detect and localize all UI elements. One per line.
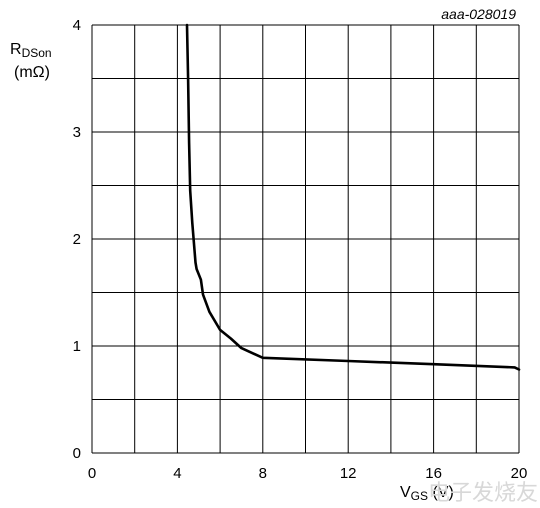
y-axis-label-sub: DSon [22, 46, 52, 60]
x-tick-label: 12 [340, 465, 357, 482]
y-axis-unit: (mΩ) [14, 64, 50, 81]
series [185, 23, 521, 371]
x-tick-label: 0 [88, 465, 96, 482]
y-tick-label: 2 [73, 231, 81, 248]
y-tick-label: 0 [73, 445, 81, 462]
watermark: 电子发烧友 [428, 480, 538, 505]
x-axis-label: VGS (V) [400, 484, 454, 503]
x-tick-label: 8 [259, 465, 267, 482]
series-line [185, 23, 521, 371]
y-tick-label: 3 [73, 124, 81, 141]
x-tick-label: 4 [173, 465, 181, 482]
x-axis-label-main: V [400, 484, 411, 501]
y-tick-label: 1 [73, 338, 81, 355]
grid [91, 24, 520, 454]
x-tick-label: 20 [511, 465, 528, 482]
chart-annotation: aaa-028019 [441, 6, 516, 22]
x-axis-label-sub: GS [411, 489, 428, 503]
y-tick-label: 4 [73, 17, 81, 34]
x-tick-label: 16 [425, 465, 442, 482]
y-axis-label-main: R [10, 41, 22, 58]
x-axis-label-unit: (V) [428, 484, 454, 501]
y-axis-label: RDSon [10, 41, 52, 60]
